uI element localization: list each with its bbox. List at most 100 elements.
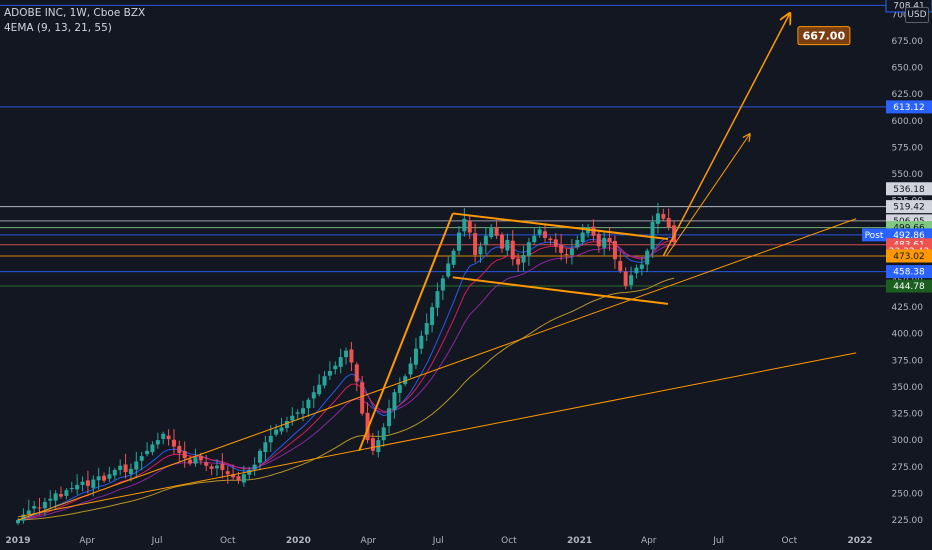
candle-body (225, 471, 230, 475)
candle-body (532, 235, 537, 243)
candle-body (430, 307, 435, 325)
candle-body (284, 421, 289, 429)
candle-body (499, 234, 504, 249)
candle-body (612, 240, 617, 260)
candle-body (166, 435, 171, 440)
candle-body (446, 263, 451, 277)
candle-body (645, 250, 650, 265)
trendline (358, 213, 454, 452)
trendline (665, 135, 749, 257)
candle-body (591, 226, 596, 236)
candle-body (37, 507, 42, 509)
candle-body (53, 493, 58, 501)
ema-line (17, 240, 675, 521)
price-mark-badge (886, 200, 932, 214)
time-tick-label: Jul (151, 536, 163, 546)
price-mark-badge (886, 228, 932, 242)
time-tick-label: Apr (79, 536, 95, 546)
candle-body (494, 227, 499, 236)
candle-body (483, 235, 488, 245)
time-tick-label: Apr (641, 536, 657, 546)
candle-body (462, 218, 467, 232)
candle-body (118, 465, 123, 470)
time-tick-label: 2020 (286, 536, 311, 546)
candle-body (650, 221, 655, 250)
candle-body (247, 469, 252, 475)
time-axis: 2019 Apr Jul Oct 2020 Apr Jul Oct 2021 Apr Jul Oct 2… (5, 536, 872, 546)
candle-body (311, 392, 316, 399)
candle-body (655, 213, 660, 224)
candle-body (580, 232, 585, 242)
candle-body (370, 438, 375, 451)
trendlines (17, 14, 857, 521)
price-mark-label: 444.78 (893, 282, 925, 292)
target-callout: 667.00 (797, 26, 851, 46)
candle-body (537, 229, 542, 235)
price-mark-label: 708.41 (893, 1, 925, 11)
price-mark-label: 492.86 (893, 231, 925, 241)
ema-line (17, 277, 675, 521)
candle-body (467, 220, 472, 233)
candle-body (424, 323, 429, 335)
candle-body (516, 258, 521, 265)
indicator-legend[interactable]: 4EMA (9, 13, 21, 55) (4, 22, 112, 34)
trendline (17, 352, 857, 518)
price-mark-badge (886, 265, 932, 279)
candle-body (155, 440, 160, 445)
candle-body (456, 232, 461, 251)
currency-badge[interactable]: USD (905, 7, 929, 23)
symbol-title[interactable]: ADOBE INC, 1W, Cboe BZX (4, 7, 146, 19)
price-mark-badge (886, 279, 932, 293)
time-tick-label: 2021 (567, 536, 592, 546)
candle-body (32, 506, 37, 509)
trendline (662, 14, 789, 257)
candle-body (295, 412, 300, 414)
price-tick-label: 375.00 (892, 356, 924, 366)
price-tick-label: 625.00 (892, 90, 924, 100)
candle-body (85, 480, 90, 486)
candle-body (209, 466, 214, 469)
candle-body (182, 451, 187, 459)
candle-body (123, 464, 128, 473)
candle-body (419, 335, 424, 349)
price-mark-label: 458.38 (893, 268, 925, 278)
candle-body (75, 484, 80, 490)
price-mark-prefix-badge (862, 228, 886, 242)
candle-body (569, 248, 574, 255)
candle-body (451, 250, 456, 265)
candle-body (365, 412, 370, 441)
candle-body (193, 457, 198, 464)
candle-body (48, 498, 53, 501)
trendline (17, 218, 857, 521)
candle-body (188, 459, 193, 464)
price-tick-label: 400.00 (892, 330, 924, 340)
candle-body (214, 465, 219, 469)
candle-body (150, 444, 155, 453)
candle-body (171, 439, 176, 447)
trendline (452, 276, 669, 305)
candle-body (564, 254, 569, 256)
candle-body (26, 510, 31, 515)
candle-body (327, 370, 332, 376)
candle-body (440, 278, 445, 291)
price-tick-label: 575.00 (892, 143, 924, 153)
candle-body (274, 429, 279, 435)
price-mark-prefix: Post (865, 231, 884, 241)
candle-body (139, 456, 144, 461)
candle-body (64, 490, 69, 496)
candle-body (16, 520, 20, 524)
ema-lines (17, 236, 675, 521)
price-tick-label: 300.00 (892, 436, 924, 446)
candle-body (220, 463, 225, 470)
price-tick-label: 275.00 (892, 463, 924, 473)
trendline (452, 212, 669, 240)
candle-body (333, 365, 338, 370)
candle-body (301, 408, 306, 414)
price-tick-label: 425.00 (892, 303, 924, 313)
ema-line (17, 236, 675, 521)
candle-body (252, 464, 257, 470)
candle-body (403, 376, 408, 385)
price-mark-label: 536.18 (893, 185, 925, 195)
candle-body (59, 494, 64, 497)
